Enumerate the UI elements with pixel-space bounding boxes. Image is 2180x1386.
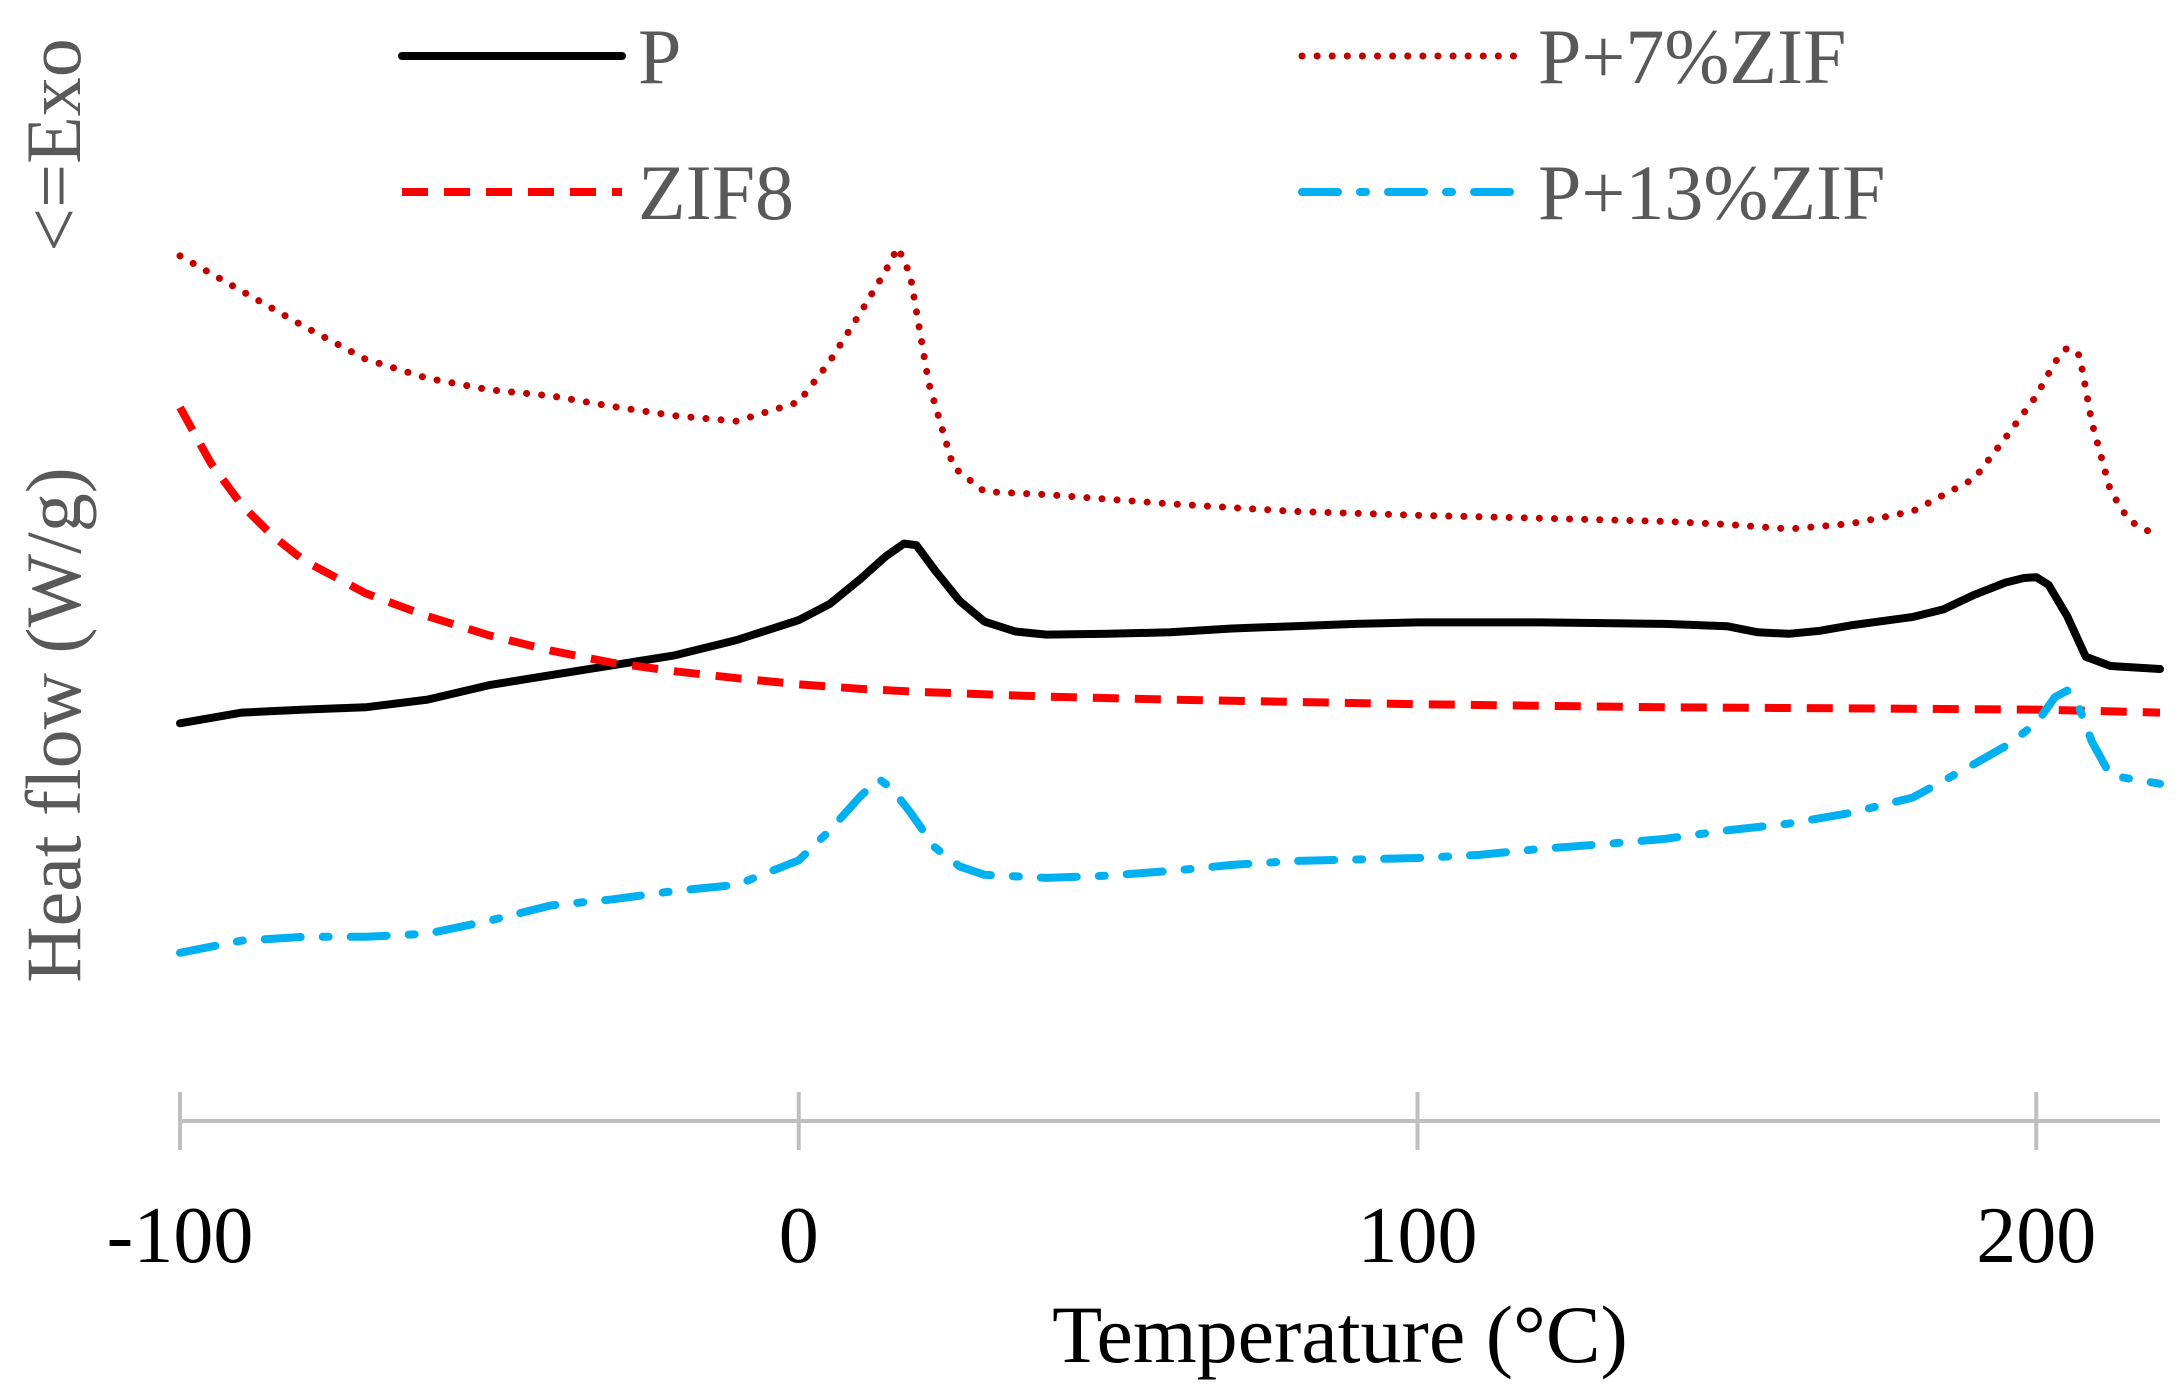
series-layer — [176, 244, 2164, 957]
series-line-p — [176, 539, 2164, 728]
series-line-p-7-zif — [176, 244, 2164, 541]
legend-label: P+13%ZIF — [1538, 149, 1885, 236]
x-tick-label: 0 — [779, 1192, 819, 1280]
x-tick-label: 100 — [1358, 1192, 1478, 1280]
x-axis-title: Temperature (°C) — [1052, 1289, 1628, 1380]
legend-label: ZIF8 — [638, 149, 794, 236]
y-axis-title: Heat flow (W/g) — [10, 467, 97, 982]
x-axis-ticks — [178, 1092, 2039, 1150]
x-axis-tick-labels: -100 0 100 200 — [107, 1192, 2097, 1280]
exo-direction-label: <=Exo — [10, 38, 97, 252]
legend: P ZIF8 P+7%ZIF P+13%ZIF — [398, 13, 1885, 236]
legend-label: P — [638, 13, 681, 100]
legend-label: P+7%ZIF — [1538, 13, 1846, 100]
series-line-zif8 — [176, 405, 2161, 717]
x-tick-label: -100 — [107, 1192, 254, 1280]
series-line-p-13-zif — [176, 686, 2164, 957]
x-tick-label: 200 — [1976, 1192, 2096, 1280]
